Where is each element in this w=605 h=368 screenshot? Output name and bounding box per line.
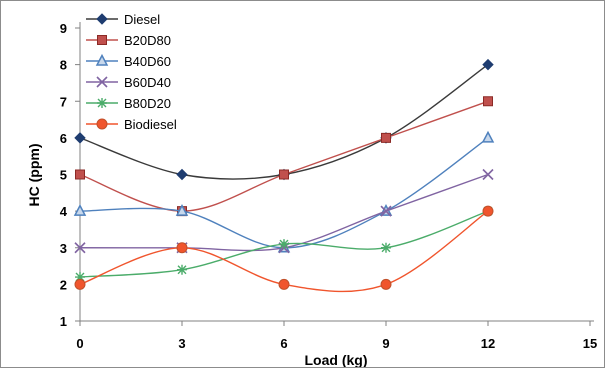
y-tick-label: 4	[60, 204, 68, 219]
y-tick-label: 1	[60, 314, 67, 329]
x-tick-label: 12	[481, 336, 495, 351]
data-point	[74, 132, 86, 144]
data-point	[381, 132, 391, 143]
legend-label: B80D20	[124, 96, 171, 111]
legend-label: B60D40	[124, 75, 171, 90]
data-point	[175, 204, 189, 216]
x-axis-title: Load (kg)	[305, 352, 368, 367]
legend-marker	[96, 118, 108, 130]
legend: Diesel B20D80 B40D60 B60D40 B80D20 Biodiesel	[86, 12, 177, 132]
data-point	[482, 205, 494, 217]
data-point	[483, 96, 493, 107]
legend-item: B40D60	[86, 53, 171, 69]
legend-item: B20D80	[86, 33, 171, 48]
legend-marker	[96, 13, 108, 25]
x-tick-label: 0	[76, 336, 83, 351]
legend-item: Diesel	[86, 12, 160, 27]
x-tick-label: 3	[178, 336, 185, 351]
legend-marker	[97, 98, 107, 108]
data-point	[380, 278, 392, 290]
data-point	[177, 264, 187, 275]
data-point	[176, 242, 188, 254]
series-b40d60	[73, 130, 495, 253]
legend-label: B20D80	[124, 33, 171, 48]
data-point	[481, 130, 495, 143]
data-point	[381, 242, 391, 253]
data-point	[482, 168, 494, 181]
y-tick-label: 3	[60, 241, 67, 256]
legend-marker	[95, 53, 109, 66]
data-point	[74, 278, 86, 290]
x-tick-label: 6	[280, 336, 287, 351]
y-axis-title: HC (ppm)	[26, 144, 42, 207]
data-point	[75, 272, 85, 283]
data-point	[482, 58, 494, 71]
y-tick-label: 2	[60, 277, 67, 292]
series-line	[79, 137, 489, 249]
data-point	[279, 169, 289, 180]
series-b20d80	[75, 96, 493, 217]
legend-item: Biodiesel	[86, 117, 177, 132]
series-layer	[73, 58, 495, 293]
data-point	[176, 168, 188, 181]
y-tick-label: 9	[60, 21, 67, 36]
data-point	[75, 169, 85, 180]
x-tick-label: 9	[382, 336, 389, 351]
y-tick-label: 5	[60, 168, 67, 183]
data-point	[73, 204, 87, 216]
x-tick-label: 15	[583, 336, 597, 351]
legend-item: B80D20	[86, 96, 171, 111]
data-point	[380, 205, 392, 217]
legend-label: Diesel	[124, 12, 160, 27]
y-tick-label: 7	[60, 94, 67, 109]
legend-item: B60D40	[86, 75, 171, 90]
y-tick-label: 8	[60, 58, 67, 73]
y-tick-label: 6	[60, 131, 67, 146]
data-point	[279, 239, 289, 250]
data-point	[74, 242, 86, 254]
data-point	[278, 278, 290, 290]
legend-label: B40D60	[124, 54, 171, 69]
legend-label: Biodiesel	[124, 117, 177, 132]
legend-marker	[96, 76, 108, 88]
legend-marker	[97, 35, 107, 45]
series-biodiesel	[74, 205, 494, 293]
series-b80d20	[75, 206, 493, 283]
